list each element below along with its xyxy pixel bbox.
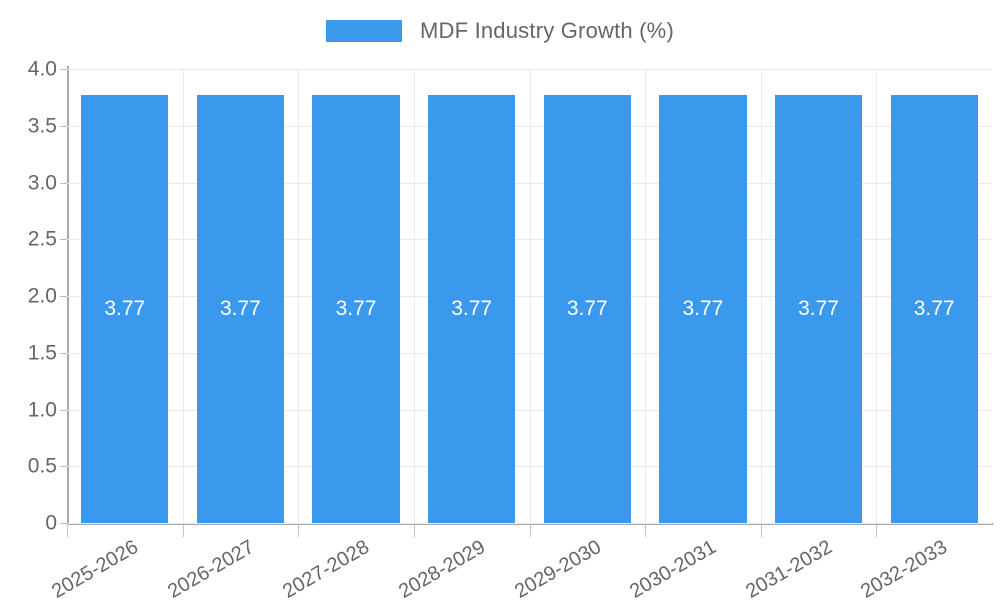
x-axis-tick-mark xyxy=(876,525,877,537)
bar-value-label: 3.77 xyxy=(798,297,839,321)
x-axis-tick-mark xyxy=(298,525,299,537)
y-axis-tick-mark xyxy=(60,409,67,411)
y-axis-tick-label: 0.5 xyxy=(27,454,57,478)
y-axis-tick-mark xyxy=(60,69,67,70)
x-axis-tick-label: 2030-2031 xyxy=(626,536,721,603)
x-axis-tick-label: 2029-2030 xyxy=(510,536,605,603)
x-axis-tick-mark xyxy=(183,525,184,537)
y-axis-tick-label: 3.5 xyxy=(27,114,57,138)
y-axis-tick-label: 1.5 xyxy=(27,341,57,365)
gridline-vertical xyxy=(414,69,415,523)
bar-rect xyxy=(196,95,285,523)
gridline-horizontal xyxy=(67,409,992,411)
x-axis-tick-mark xyxy=(414,525,415,537)
gridline-horizontal xyxy=(67,466,992,468)
bar[interactable]: 3.77 xyxy=(890,95,978,523)
bar-value-label: 3.77 xyxy=(104,297,146,321)
y-axis-tick-mark xyxy=(60,296,67,297)
y-axis-tick-mark xyxy=(60,466,67,468)
plot-area: 3.77 3.77 3.77 3.77 3.77 3.77 3.77 3.77 xyxy=(67,69,992,524)
gridline-vertical xyxy=(530,69,531,523)
y-axis-tick-labels: 0 0.5 1.0 1.5 2.0 2.5 3.0 3.5 4.0 xyxy=(0,0,57,600)
x-axis-tick-label: 2026-2027 xyxy=(163,536,258,603)
gridline-vertical xyxy=(298,69,299,523)
bar[interactable]: 3.77 xyxy=(312,95,400,523)
y-axis-line xyxy=(67,66,69,525)
gridline-horizontal xyxy=(67,352,992,354)
gridline-vertical xyxy=(876,69,877,523)
y-axis-tick-mark xyxy=(60,182,67,184)
y-axis-tick-mark xyxy=(60,125,67,127)
x-axis-tick-label: 2028-2029 xyxy=(395,536,489,603)
bar-value-label: 3.77 xyxy=(682,297,724,321)
gridline-horizontal xyxy=(67,523,992,524)
y-axis-tick-label: 1.0 xyxy=(27,398,57,421)
y-axis-tick-mark xyxy=(60,352,67,354)
chart-legend: MDF Industry Growth (%) xyxy=(0,14,1000,48)
x-axis-tick-label: 2031-2032 xyxy=(741,536,836,603)
gridline-vertical xyxy=(645,69,646,523)
bar-value-label: 3.77 xyxy=(335,297,377,321)
y-axis-tick-label: 3.0 xyxy=(27,171,57,194)
x-axis-tick-label: 2027-2028 xyxy=(279,536,374,603)
bar-value-label: 3.77 xyxy=(566,297,608,321)
bar-rect xyxy=(774,95,863,523)
x-axis-line xyxy=(67,523,993,525)
gridline-vertical xyxy=(183,69,184,523)
bar[interactable]: 3.77 xyxy=(543,95,631,523)
bar-rect xyxy=(543,95,631,523)
bar-rect xyxy=(428,95,516,523)
bar[interactable]: 3.77 xyxy=(81,95,169,523)
gridline-horizontal xyxy=(67,239,992,241)
x-axis-tick-label: 2032-2033 xyxy=(857,536,952,603)
bar[interactable]: 3.77 xyxy=(196,95,285,523)
bar-value-label: 3.77 xyxy=(913,297,955,321)
y-axis-tick-label: 4.0 xyxy=(27,57,57,81)
y-axis-tick-label: 2.0 xyxy=(27,284,57,308)
legend-label: MDF Industry Growth (%) xyxy=(420,18,674,43)
bar-rect xyxy=(81,95,169,523)
gridline-horizontal xyxy=(67,125,992,127)
y-axis-tick-label: 0 xyxy=(45,511,57,535)
gridline-vertical xyxy=(761,69,762,523)
gridline-horizontal xyxy=(67,296,992,297)
bar-rect xyxy=(312,95,400,523)
x-axis-tick-mark xyxy=(761,525,762,537)
x-axis-tick-label: 2025-2026 xyxy=(48,536,142,603)
bar-value-label: 3.77 xyxy=(219,297,261,321)
bar[interactable]: 3.77 xyxy=(428,95,516,523)
y-axis-tick-mark xyxy=(60,523,67,524)
gridline-horizontal xyxy=(67,182,992,184)
legend-color-swatch xyxy=(326,20,402,42)
bar-rect xyxy=(659,95,747,523)
x-axis-tick-mark xyxy=(530,525,531,537)
bar-value-label: 3.77 xyxy=(451,297,493,321)
legend-entry-mdf-industry-growth[interactable]: MDF Industry Growth (%) xyxy=(326,18,674,44)
x-axis-tick-mark xyxy=(67,525,68,537)
bar[interactable]: 3.77 xyxy=(774,95,863,523)
y-axis-tick-mark xyxy=(60,239,67,241)
gridline-horizontal xyxy=(67,69,992,70)
bar[interactable]: 3.77 xyxy=(659,95,747,523)
x-axis-tick-mark xyxy=(645,525,646,537)
bar-rect xyxy=(890,95,978,523)
y-axis-tick-label: 2.5 xyxy=(27,227,57,251)
